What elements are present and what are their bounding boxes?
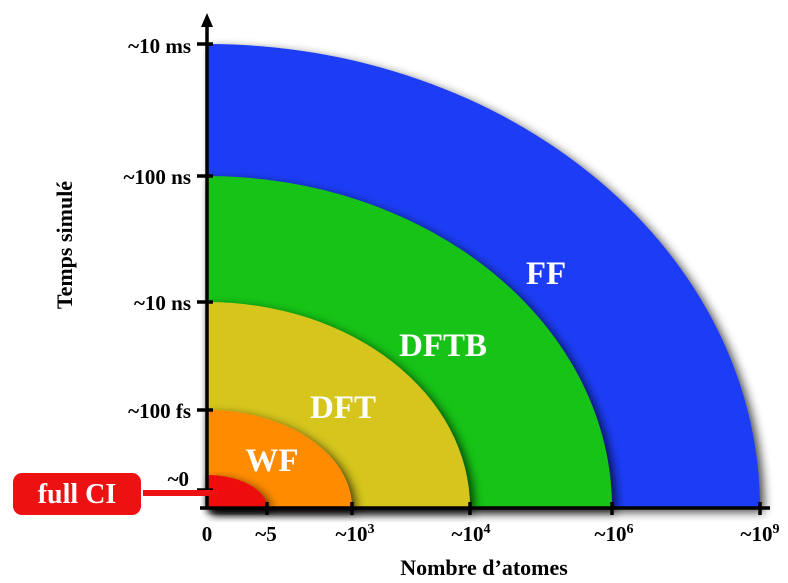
x-tick-label: ~5 <box>255 522 276 546</box>
y-tick-label: ~10 ms <box>128 34 191 58</box>
region-label-ff: FF <box>526 256 566 292</box>
y-axis-arrowhead <box>201 13 213 27</box>
regions-group <box>207 44 760 508</box>
x-tick-label: ~109 <box>741 522 780 546</box>
y-axis-title: Temps simulé <box>52 181 77 309</box>
y-tick-label: ~0 <box>168 467 189 491</box>
y-tick-label: ~100 fs <box>128 399 191 423</box>
x-tick-label: 0 <box>202 522 213 546</box>
region-label-dftb: DFTB <box>399 328 487 364</box>
region-label-wf: WF <box>245 443 298 479</box>
region-fullci <box>207 475 267 508</box>
x-tick-label: ~104 <box>452 522 491 546</box>
fullci-callout: full CI <box>11 471 218 517</box>
fullci-box <box>11 471 143 517</box>
x-tick-label: ~103 <box>336 522 375 546</box>
x-axis-title: Nombre d’atomes <box>400 555 568 580</box>
x-tick-label: ~106 <box>595 522 634 546</box>
region-label-dft: DFT <box>310 390 376 426</box>
y-tick-label: ~100 ns <box>123 165 191 189</box>
fullci-label: full CI <box>38 479 117 510</box>
y-tick-label: ~10 ns <box>134 291 191 315</box>
